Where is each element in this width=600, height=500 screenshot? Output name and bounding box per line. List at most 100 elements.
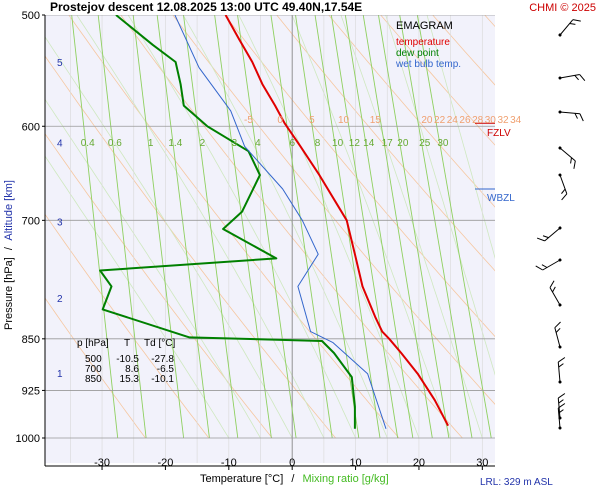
- y-tick-label: 925: [22, 385, 40, 397]
- mixing-ratio-line: [295, 15, 360, 439]
- isotherm-label: 5: [309, 115, 315, 126]
- x-tick-label: 10: [349, 457, 361, 469]
- legend-title: EMAGRAM: [396, 20, 453, 32]
- mixing-ratio-label: 6: [289, 138, 295, 149]
- moist-adiabat: [127, 15, 356, 439]
- table-header-td: Td [°C]: [144, 338, 175, 349]
- mixing-ratio-label: 1: [148, 138, 154, 149]
- wind-barb-icon: [558, 173, 568, 201]
- wet-bulb-line: [174, 15, 387, 429]
- mixing-ratio-line: [97, 15, 147, 439]
- x-tick-label: 20: [413, 457, 425, 469]
- dry-adiabat: [224, 15, 495, 338]
- wind-barbs: [535, 19, 586, 430]
- labels: Prostejov descent 12.08.2025 13:00 UTC 4…: [3, 0, 596, 488]
- y-axis-pressure-label: Pressure [hPa]: [3, 257, 15, 330]
- isotherm-label: 30: [485, 115, 497, 126]
- table-cell: 8.6: [125, 364, 139, 375]
- y-tick-label: 850: [22, 334, 40, 346]
- mixing-ratio-label: 12: [349, 138, 361, 149]
- table-cell: -10.5: [116, 354, 139, 365]
- mixing-ratio-line: [270, 15, 333, 439]
- series-lines: [99, 15, 449, 429]
- x-axis-title: Temperature [°C] / Mixing ratio [g/kg]: [200, 473, 389, 485]
- wind-barb-icon: [536, 226, 562, 242]
- legend-item-wet-bulb: wet bulb temp.: [395, 59, 461, 70]
- data-table: p [hPa] T Td [°C] 500 -10.5 -27.8 700 8.…: [77, 338, 175, 385]
- mixing-ratio-label: 0.6: [108, 138, 122, 149]
- isotherm-label: 0: [277, 115, 283, 126]
- altitude-tick-label: 1: [57, 369, 63, 380]
- mixing-ratio-line: [330, 15, 399, 439]
- y-axis-separator: /: [3, 246, 15, 250]
- mixing-ratio-label: 8: [315, 138, 321, 149]
- wind-barb-icon: [558, 146, 576, 169]
- mixing-ratio-line: [156, 15, 210, 439]
- mixing-ratio-line: [378, 15, 450, 439]
- dry-adiabat: [45, 297, 146, 439]
- table-cell: 850: [85, 374, 102, 385]
- isotherm-label: 15: [370, 115, 382, 126]
- isotherm-label: 26: [459, 115, 471, 126]
- x-tick-label: 0: [289, 457, 295, 469]
- mixing-ratio-label: 10: [332, 138, 344, 149]
- altitude-tick-label: 3: [57, 217, 63, 228]
- wind-barb-icon: [558, 19, 581, 37]
- moist-adiabat: [45, 155, 230, 439]
- x-tick-label: -20: [157, 457, 173, 469]
- plot-background: [45, 15, 495, 463]
- copyright-label: CHMI © 2025: [529, 2, 596, 14]
- legend-item-temperature: temperature: [396, 37, 450, 48]
- dry-adiabat: [172, 15, 495, 405]
- temperature-line: [224, 15, 449, 427]
- dry-adiabat: [68, 15, 400, 439]
- mixing-ratio-line: [132, 15, 185, 439]
- dry-adiabat: [328, 15, 495, 208]
- dry-adiabat: [380, 15, 495, 146]
- moist-adiabat: [291, 15, 451, 439]
- mixing-ratio-label: 4: [255, 138, 261, 149]
- y-axis-altitude-label: Altitude [km]: [3, 180, 15, 241]
- mixing-ratio-label: 1.4: [168, 138, 182, 149]
- moist-adiabat: [238, 15, 420, 439]
- y-tick-label: 500: [22, 10, 40, 22]
- dry-adiabat: [537, 15, 600, 438]
- mixing-ratio-line: [237, 15, 297, 439]
- legend-item-dew-point: dew point: [396, 48, 439, 59]
- table-cell: -27.8: [151, 354, 174, 365]
- x-tick-label: 30: [476, 457, 488, 469]
- table-cell: 500: [85, 354, 102, 365]
- table-cell: -6.5: [157, 364, 175, 375]
- wind-barb-icon: [557, 393, 566, 420]
- isotherm-label: 24: [447, 115, 459, 126]
- x-tick-label: -10: [221, 457, 237, 469]
- moist-adiabat: [385, 15, 495, 376]
- y-tick-label: 1000: [16, 433, 40, 445]
- altitude-tick-label: 4: [57, 139, 63, 150]
- altitude-tick-label: 5: [57, 58, 63, 69]
- y-tick-label: 700: [22, 215, 40, 227]
- y-axis-title: Pressure [hPa] / Altitude [km]: [3, 180, 15, 330]
- moist-adiabat: [182, 15, 388, 439]
- mixing-ratio-line: [71, 15, 119, 439]
- x-axis-mixing-label: Mixing ratio [g/kg]: [302, 473, 388, 485]
- mixing-ratio-line: [183, 15, 239, 439]
- chart-header-title: Prostejov descent 12.08.2025 13:00 UTC 4…: [50, 0, 362, 14]
- table-cell: 15.3: [120, 374, 140, 385]
- mixing-ratio-label: 0.4: [81, 138, 95, 149]
- mixing-ratio-label: 25: [419, 138, 431, 149]
- background-grid: [45, 15, 600, 463]
- wind-barb-icon: [554, 321, 562, 349]
- isotherm-label: 34: [510, 115, 522, 126]
- y-tick-label: 600: [22, 121, 40, 133]
- x-tick-label: -30: [94, 457, 110, 469]
- mixing-ratio-line: [416, 15, 492, 439]
- isotherm-label: 22: [434, 115, 446, 126]
- altitude-tick-label: 2: [57, 294, 63, 305]
- mixing-ratio-line: [399, 15, 473, 439]
- dry-adiabat: [45, 213, 210, 439]
- mixing-ratio-line: [214, 15, 272, 439]
- table-header-t: T: [124, 338, 130, 349]
